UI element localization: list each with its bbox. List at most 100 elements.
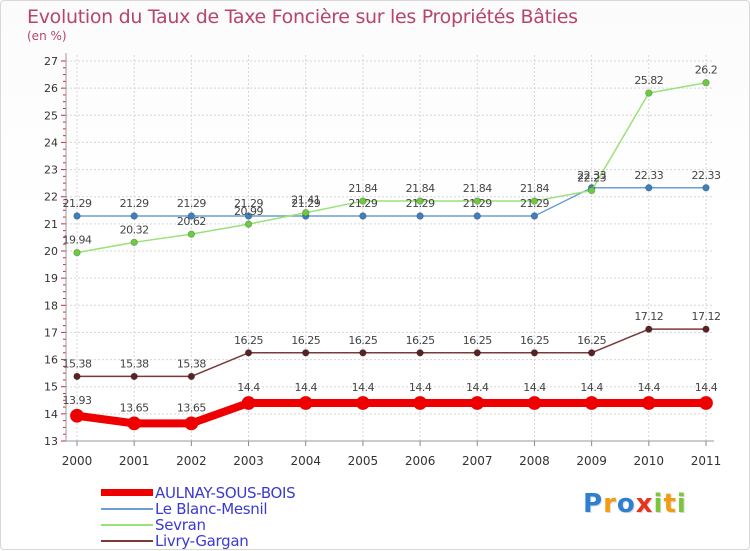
- y-tick-label: 15: [44, 381, 58, 394]
- data-label-aulnay-sous-bois: 14.4: [466, 381, 489, 394]
- data-point-livry-gargan: [187, 372, 196, 381]
- legend-label: Le Blanc-Mesnil: [155, 500, 268, 518]
- data-label-livry-gargan: 16.25: [234, 334, 263, 347]
- data-label-aulnay-sous-bois: 14.4: [409, 381, 432, 394]
- data-point-aulnay-sous-bois: [413, 396, 427, 410]
- y-tick-label: 22: [44, 191, 58, 204]
- data-label-livry-gargan: 16.25: [406, 334, 435, 347]
- y-tick-label: 17: [44, 326, 58, 339]
- data-point-livry-gargan: [473, 349, 481, 357]
- grid-layer: [66, 55, 714, 441]
- data-point-livry-gargan: [702, 325, 710, 333]
- data-point-sevran: [187, 230, 196, 238]
- data-label-sevran: 20.62: [177, 215, 206, 228]
- data-label-le-blanc-mesnil: 21.29: [120, 197, 149, 210]
- data-point-sevran: [302, 209, 310, 217]
- y-tick-label: 20: [44, 245, 58, 258]
- data-point-aulnay-sous-bois: [241, 396, 256, 410]
- data-point-aulnay-sous-bois: [70, 408, 84, 423]
- data-label-livry-gargan: 16.25: [348, 334, 377, 347]
- data-label-livry-gargan: 16.25: [520, 334, 549, 347]
- data-point-le-blanc-mesnil: [416, 212, 424, 220]
- x-tick-label: 2010: [634, 454, 665, 468]
- data-point-aulnay-sous-bois: [356, 396, 370, 410]
- data-point-livry-gargan: [587, 349, 596, 357]
- legend-label: AULNAY-SOUS-BOIS: [155, 484, 296, 502]
- data-label-livry-gargan: 15.38: [63, 357, 92, 370]
- data-point-le-blanc-mesnil: [130, 212, 138, 220]
- data-label-le-blanc-mesnil: 22.33: [692, 169, 721, 182]
- data-label-livry-gargan: 16.25: [291, 334, 320, 347]
- data-label-livry-gargan: 15.38: [120, 357, 149, 370]
- data-label-sevran: 21.84: [406, 182, 435, 195]
- y-tick-label: 19: [44, 272, 58, 285]
- data-point-livry-gargan: [645, 325, 653, 333]
- x-tick-label: 2007: [462, 454, 493, 468]
- data-point-sevran: [530, 197, 539, 205]
- data-point-le-blanc-mesnil: [359, 212, 367, 220]
- data-label-sevran: 21.41: [291, 194, 320, 207]
- data-point-aulnay-sous-bois: [127, 416, 142, 431]
- data-point-sevran: [130, 238, 138, 247]
- data-label-aulnay-sous-bois: 14.4: [352, 381, 375, 394]
- data-label-le-blanc-mesnil: 21.29: [177, 197, 206, 210]
- y-tick-label: 13: [44, 435, 58, 448]
- data-point-le-blanc-mesnil: [645, 184, 653, 192]
- data-point-aulnay-sous-bois: [184, 416, 199, 431]
- legend-swatch: [101, 508, 153, 510]
- y-tick-label: 26: [44, 82, 58, 95]
- data-label-sevran: 25.82: [634, 74, 663, 87]
- data-label-sevran: 21.84: [520, 182, 549, 195]
- y-tick-label: 18: [44, 299, 58, 312]
- data-point-sevran: [359, 197, 367, 205]
- x-tick-label: 2002: [176, 454, 207, 468]
- data-label-aulnay-sous-bois: 13.65: [177, 401, 206, 414]
- legend-label: Sevran: [155, 516, 206, 534]
- data-label-sevran: 21.84: [463, 182, 492, 195]
- logo-letter: o: [616, 489, 636, 519]
- data-point-livry-gargan: [130, 372, 138, 381]
- legend-swatch: [101, 540, 153, 542]
- y-axis-unit-label: (en %): [27, 29, 67, 43]
- data-point-livry-gargan: [244, 349, 253, 357]
- data-point-sevran: [416, 197, 424, 205]
- data-label-aulnay-sous-bois: 14.4: [580, 381, 603, 394]
- data-label-le-blanc-mesnil: 21.29: [63, 197, 92, 210]
- proxiti-logo: Proxiti: [583, 489, 687, 519]
- data-point-le-blanc-mesnil: [187, 212, 196, 220]
- data-point-aulnay-sous-bois: [298, 396, 313, 410]
- y-tick-label: 14: [44, 408, 58, 421]
- data-label-sevran: 20.99: [234, 205, 263, 218]
- data-point-aulnay-sous-bois: [641, 396, 656, 410]
- x-tick-label: 2003: [233, 454, 264, 468]
- data-point-sevran: [473, 197, 481, 205]
- x-tick-label: 2004: [290, 454, 321, 468]
- data-point-sevran: [73, 248, 81, 257]
- legend-swatch: [101, 489, 153, 496]
- series-line-aulnay-sous-bois: [73, 399, 710, 428]
- data-label-livry-gargan: 17.12: [692, 310, 721, 323]
- data-point-aulnay-sous-bois: [584, 396, 599, 410]
- x-tick-label: 2005: [348, 454, 379, 468]
- data-label-aulnay-sous-bois: 14.4: [523, 381, 546, 394]
- data-point-sevran: [645, 89, 653, 97]
- data-point-livry-gargan: [302, 349, 310, 357]
- data-label-le-blanc-mesnil: 21.29: [406, 197, 435, 210]
- data-label-sevran: 19.94: [63, 234, 92, 247]
- x-tick-label: 2008: [519, 454, 550, 468]
- data-point-le-blanc-mesnil: [530, 212, 539, 220]
- series-line-sevran: [76, 81, 707, 254]
- data-point-aulnay-sous-bois: [699, 396, 713, 410]
- logo-letter: i: [653, 489, 664, 519]
- y-tick-label: 24: [44, 136, 58, 149]
- data-point-le-blanc-mesnil: [244, 212, 253, 220]
- x-tick-label: 2001: [119, 454, 150, 468]
- data-point-le-blanc-mesnil: [473, 212, 481, 220]
- data-label-le-blanc-mesnil: 21.29: [234, 197, 263, 210]
- y-tick-label: 25: [44, 109, 58, 122]
- data-label-aulnay-sous-bois: 13.65: [120, 401, 149, 414]
- data-point-sevran: [702, 79, 710, 87]
- x-tick-label: 2011: [691, 454, 722, 468]
- series-line-le-blanc-mesnil: [76, 187, 707, 217]
- x-tick-label: 2006: [405, 454, 436, 468]
